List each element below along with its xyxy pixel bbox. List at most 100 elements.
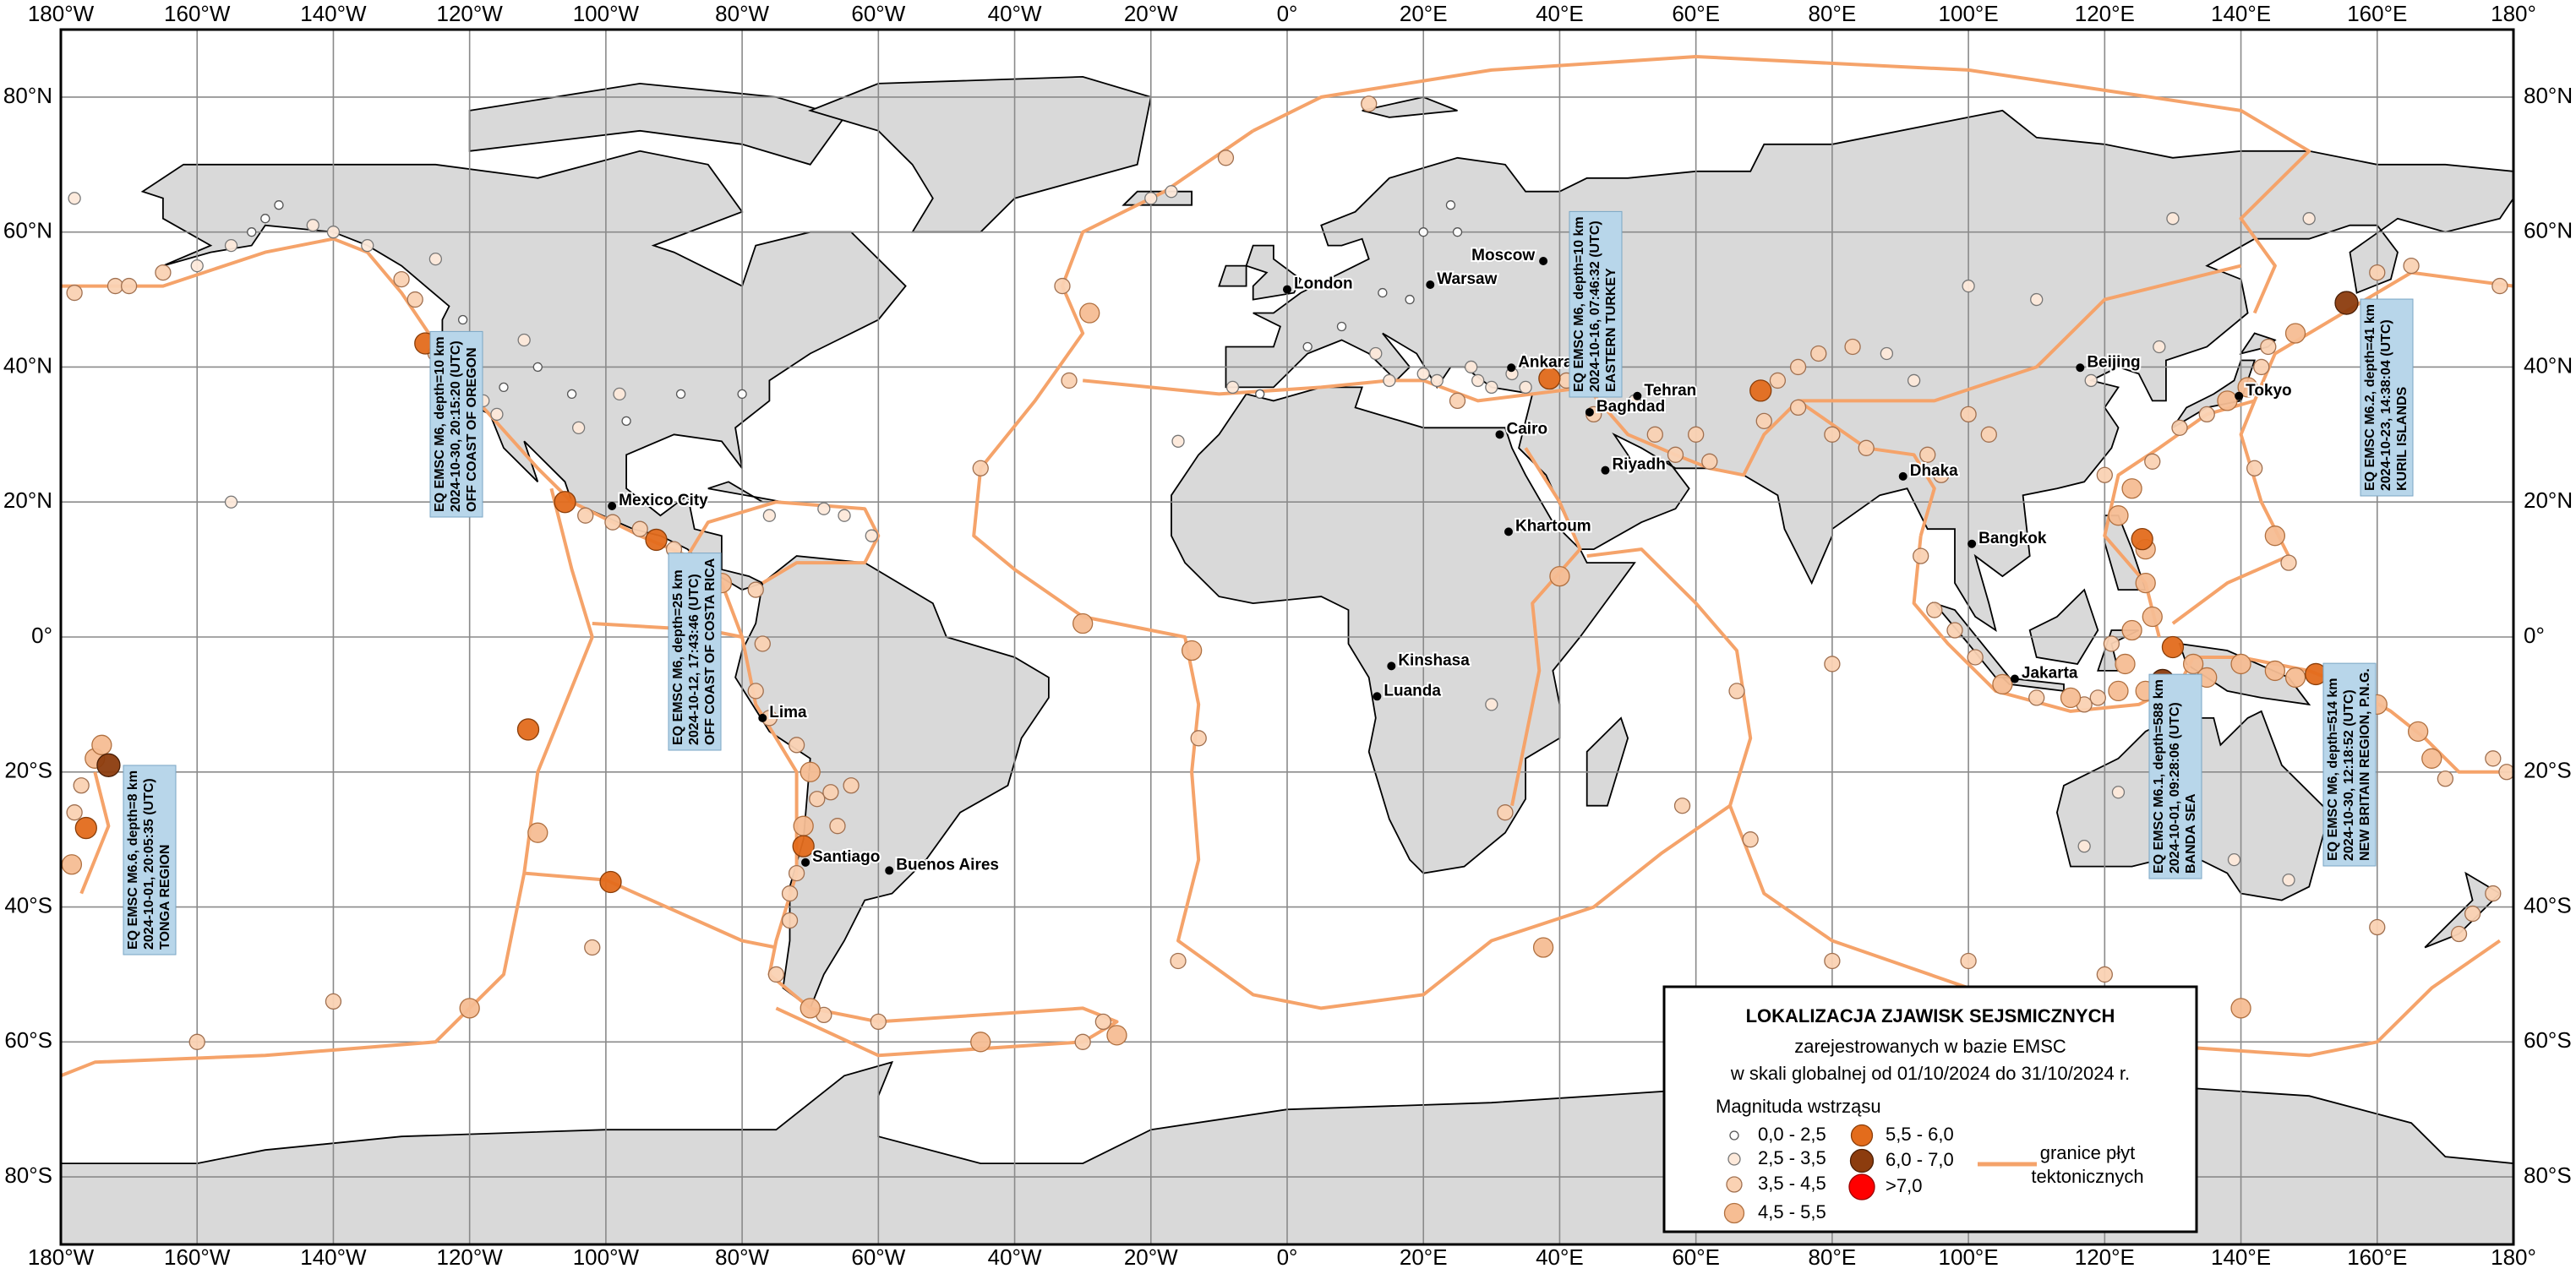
earthquake [1072, 612, 1094, 634]
annotation-line: 2024-10-23, 14:38:04 (UTC) [2379, 319, 2393, 491]
annotation-box [2148, 673, 2202, 879]
legend-subtitle: zarejestrowanych w bazie EMSC [1794, 1036, 2066, 1057]
city-label: Tehran [1644, 382, 1696, 400]
city-label: Bangkok [1978, 530, 2047, 547]
earthquake [788, 737, 805, 754]
lon-tick-label: 120°E [2075, 1, 2135, 26]
earthquake [621, 416, 631, 427]
earthquake [2260, 338, 2277, 356]
lon-tick-label: 160°W [164, 1244, 231, 1270]
earthquake [2485, 885, 2502, 902]
earthquake [2153, 340, 2166, 354]
earthquake [1485, 380, 1498, 395]
earthquake [1106, 1025, 1127, 1046]
lon-tick-label: 80°W [715, 1244, 769, 1270]
earthquake [66, 804, 83, 821]
landmass [1585, 716, 1629, 807]
city-label: Buenos Aires [896, 856, 999, 874]
earthquake [793, 815, 814, 836]
earthquake [2437, 770, 2454, 787]
landmass [1362, 95, 1458, 118]
earthquake [2135, 572, 2156, 594]
annotation-line: EQ EMSC M6, depth=25 km [671, 569, 685, 745]
city-label: Mexico City [619, 492, 708, 509]
earthquake [1749, 379, 1772, 402]
earthquake [817, 502, 831, 515]
tick-labels: 180°W 180°W 160°W 160°W 140°W 140°W 120°W 120°W… [3, 1, 2573, 1270]
earthquake [2115, 653, 2136, 675]
city-label: Lima [769, 704, 807, 721]
annotation-line: 2024-10-16, 07:46:32 (UTC) [1588, 220, 1602, 392]
lon-tick-label: 20°W [1124, 1244, 1178, 1270]
earthquake [1824, 656, 1841, 672]
earthquake [1383, 373, 1396, 388]
lat-tick-label: 60°S [4, 1027, 52, 1053]
earthquake [1913, 547, 1929, 564]
lon-tick-label: 140°E [2211, 1, 2271, 26]
city-label: Khartoum [1515, 517, 1591, 535]
lon-tick-label: 40°E [1536, 1244, 1584, 1270]
earthquake [1858, 439, 1875, 456]
event-annotation: EQ EMSC M6, depth=10 km 2024-10-16, 07:46… [1569, 210, 1623, 398]
annotation-text: EQ EMSC M6.2, depth=41 km 2024-10-23, 14:… [2363, 304, 2410, 491]
earthquake [326, 226, 341, 239]
earthquake [120, 277, 138, 295]
earthquake [2237, 377, 2258, 398]
earthquake [428, 252, 443, 266]
earthquake [2369, 918, 2386, 936]
annotation-line: EQ EMSC M6.6, depth=8 km [126, 770, 140, 950]
lon-tick-label: 120°E [2075, 1244, 2135, 1270]
earthquake [1926, 602, 1943, 618]
plate-boundary [2171, 270, 2514, 625]
earthquake [361, 238, 374, 253]
earthquake [631, 520, 648, 537]
earthquake [517, 333, 531, 347]
city-label: Moscow [1471, 247, 1535, 264]
earthquake [645, 528, 668, 552]
lat-tick-label: 80°S [4, 1162, 52, 1188]
annotation-text: EQ EMSC M6.1, depth=588 km 2024-10-01, 09… [2152, 679, 2198, 874]
lat-tick-label: 0° [2524, 623, 2545, 648]
earthquake [2253, 358, 2270, 376]
legend-plate-label: granice płyt [2040, 1142, 2136, 1163]
earthquake [1181, 640, 1203, 662]
city-marker [1585, 407, 1594, 416]
legend-swatch [1727, 1152, 1741, 1166]
landmass [1225, 109, 2514, 633]
earthquake [2284, 667, 2306, 689]
earthquake [2144, 453, 2161, 470]
plate-boundary [1510, 447, 1582, 807]
annotation-line: OFF COAST OF OREGON [465, 347, 479, 512]
earthquake [1946, 622, 1963, 639]
earthquake [566, 389, 577, 400]
earthquake [843, 777, 860, 794]
earthquake [2280, 554, 2297, 571]
earthquake [1430, 373, 1444, 388]
lon-tick-label: 60°E [1672, 1, 1720, 26]
earthquake [1170, 952, 1187, 970]
city-label: Dhaka [1910, 462, 1958, 480]
earthquake [1755, 412, 1772, 430]
lat-tick-label: 60°N [2524, 218, 2573, 243]
city-marker [1387, 662, 1396, 671]
earthquake [2217, 390, 2238, 411]
earthquake [1074, 1033, 1091, 1050]
earthquake [1336, 321, 1347, 332]
lat-tick-label: 40°S [4, 892, 52, 917]
lat-tick-label: 60°N [3, 218, 52, 243]
plate-boundary [685, 500, 881, 585]
earthquake [1445, 200, 1456, 210]
earthquake [325, 993, 342, 1010]
plate-boundary [1252, 55, 2311, 314]
earthquake [1960, 952, 1977, 970]
earthquake [1646, 426, 1663, 443]
earthquake [1919, 446, 1936, 463]
plate-boundary [60, 487, 594, 1078]
lon-tick-label: 80°E [1809, 1, 1857, 26]
earthquake [1094, 1013, 1111, 1031]
earthquake [865, 529, 878, 542]
earthquake [1789, 399, 1807, 416]
lat-tick-label: 40°S [2524, 892, 2572, 917]
earthquake [1302, 341, 1313, 352]
